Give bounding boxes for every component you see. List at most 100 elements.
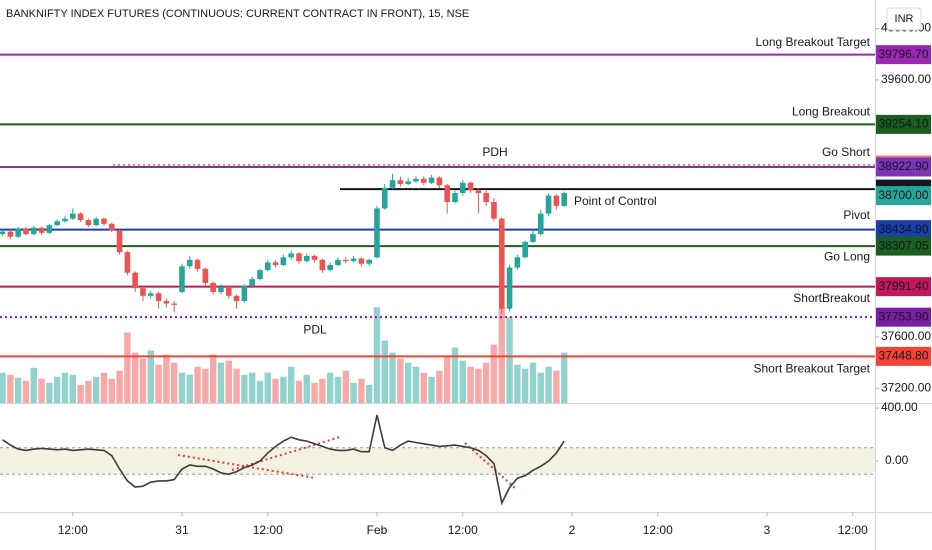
- volume-bar: [248, 372, 256, 403]
- level-name: Long Breakout Target: [755, 35, 870, 49]
- candle-body: [124, 252, 131, 273]
- volume-bar: [61, 372, 69, 403]
- x-tick-label: 12:00: [253, 523, 283, 537]
- volume-bar: [178, 372, 186, 403]
- volume-bar: [404, 362, 412, 403]
- volume-bar: [170, 362, 178, 403]
- candle-body: [428, 177, 435, 183]
- volume-bar: [482, 362, 490, 403]
- volume-bar: [139, 358, 147, 403]
- volume-bar: [529, 362, 537, 403]
- volume-bar: [147, 350, 154, 403]
- candle-body: [233, 295, 240, 301]
- price-label-box: [876, 277, 931, 297]
- y-tick-label: 37600.00: [881, 329, 931, 343]
- volume-bar: [92, 376, 100, 403]
- candle-body: [140, 288, 146, 296]
- candle-body: [257, 270, 263, 280]
- candle-body: [444, 185, 450, 203]
- candle-body: [397, 180, 404, 185]
- volume-bar: [350, 382, 357, 403]
- volume-bar: [241, 374, 248, 403]
- price-label: 38922.90: [878, 159, 928, 173]
- price-label: 39796.70: [878, 47, 928, 61]
- volume-bar: [381, 340, 388, 403]
- candle-body: [186, 259, 193, 267]
- candle-body: [202, 268, 209, 283]
- volume-bar: [373, 307, 381, 403]
- candle-body: [23, 229, 29, 235]
- volume-bar: [295, 380, 303, 403]
- candle-body: [491, 202, 497, 219]
- price-label: 37991.40: [878, 279, 928, 293]
- candle-body: [342, 259, 349, 262]
- volume-bar: [560, 352, 568, 403]
- volume-bar: [209, 354, 217, 403]
- volume-bar: [319, 378, 326, 403]
- candle-body: [413, 178, 419, 182]
- candle-body: [405, 181, 411, 185]
- price-label-box: [876, 186, 931, 206]
- volume-bar: [186, 374, 193, 403]
- candle-body: [467, 182, 474, 191]
- volume-bar: [365, 384, 373, 403]
- volume-bar: [38, 378, 45, 403]
- volume-bar: [69, 374, 76, 403]
- candle-body: [366, 259, 372, 264]
- price-label: 38700.00: [878, 188, 928, 202]
- volume-bar: [420, 372, 427, 403]
- candle-body: [69, 213, 76, 219]
- candle-body: [225, 286, 232, 296]
- candle-body: [54, 221, 60, 226]
- volume-bar: [14, 377, 22, 403]
- candle-body: [537, 213, 544, 235]
- x-tick-label: 2: [569, 523, 576, 537]
- x-tick-label: 12:00: [643, 523, 673, 537]
- candle-body: [350, 258, 357, 262]
- price-label-box: [876, 346, 931, 366]
- oscillator-band: [0, 447, 875, 475]
- volume-bar: [53, 376, 61, 403]
- y-tick-label: 400.00: [881, 400, 918, 414]
- volume-bar: [0, 372, 6, 403]
- candle-body: [132, 272, 138, 289]
- candle-body: [381, 187, 388, 209]
- candle-body: [311, 255, 318, 260]
- candle-body: [475, 190, 482, 194]
- price-label: 37753.90: [878, 309, 928, 323]
- candle-body: [93, 218, 99, 226]
- volume-bar: [85, 380, 92, 403]
- price-label: 39254.10: [878, 117, 928, 131]
- volume-bar: [100, 372, 108, 403]
- candle-body: [498, 218, 505, 309]
- candle-body: [522, 241, 528, 258]
- candle-body: [241, 285, 248, 301]
- currency: INR: [895, 13, 914, 25]
- volume-bar: [264, 372, 271, 403]
- trendline: [464, 442, 516, 489]
- candle-body: [506, 267, 513, 309]
- volume-bar: [326, 372, 334, 403]
- price-label-box: [876, 236, 931, 256]
- volume-bar: [311, 382, 318, 403]
- candle-body: [319, 259, 326, 271]
- candle-body: [483, 193, 489, 203]
- volume-bar: [545, 366, 552, 403]
- x-tick-label: 12:00: [838, 523, 868, 537]
- volume-bar: [272, 378, 279, 403]
- x-tick-label: 31: [175, 523, 189, 537]
- candle-body: [514, 257, 521, 268]
- volume-bar: [233, 368, 240, 403]
- candle-body: [561, 193, 567, 206]
- volume-bar: [358, 378, 365, 403]
- volume-bar: [77, 384, 84, 403]
- trendline: [177, 454, 316, 479]
- volume-bar: [202, 368, 209, 403]
- volume-bar: [397, 358, 404, 403]
- candle-body: [327, 264, 333, 271]
- y-tick-label: 39600.00: [881, 72, 931, 86]
- price-label: 37448.80: [878, 349, 928, 363]
- volume-bar: [506, 317, 513, 403]
- candle-body: [553, 195, 560, 206]
